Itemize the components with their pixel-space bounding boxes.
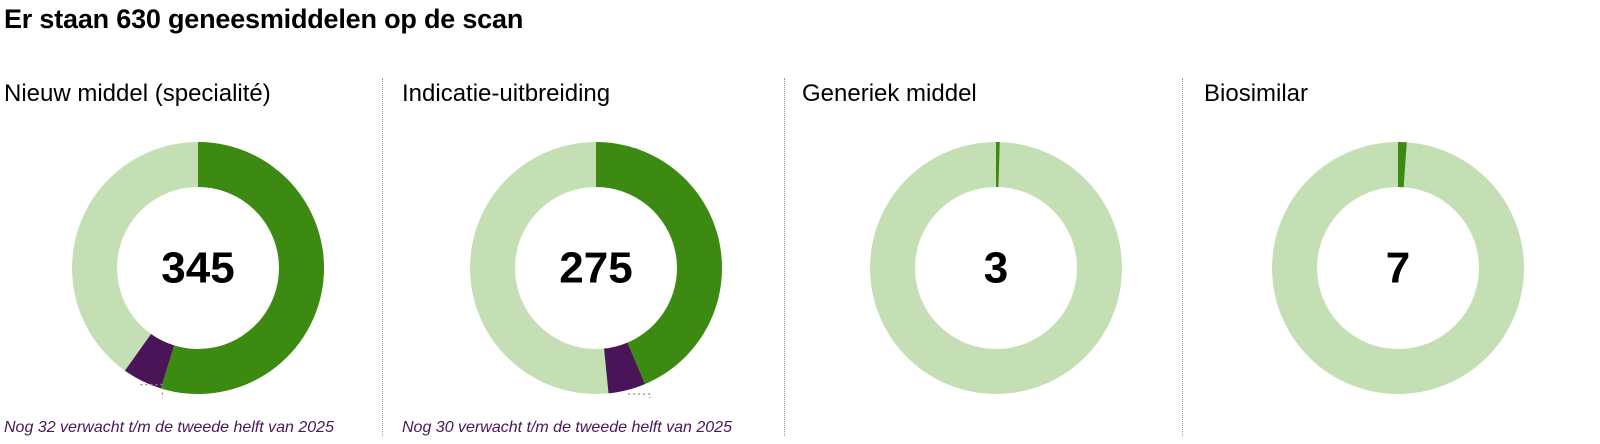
note-leader-line [628, 393, 651, 398]
donut-chart: 275 [470, 142, 722, 398]
panel-title: Indicatie-uitbreiding [402, 80, 611, 107]
donut-chart: 3 [870, 142, 1122, 394]
panel-title: Biosimilar [1204, 80, 1309, 107]
panel-divider [382, 78, 383, 436]
donut-segment-on-scan [1398, 142, 1407, 188]
expected-note: Nog 32 verwacht t/m de tweede helft van … [4, 419, 334, 436]
center-value: 275 [559, 244, 632, 293]
panel-title: Nieuw middel (specialité) [4, 80, 271, 107]
panel-title: Generiek middel [802, 80, 977, 107]
donut-panel-indicatie-uitbreiding: Indicatie-uitbreiding 275 Nog 30 verwach… [398, 0, 778, 444]
donut-chart: 7 [1272, 142, 1524, 394]
donut-panel-biosimilar: Biosimilar 7 [1200, 0, 1580, 444]
center-value: 345 [161, 244, 234, 293]
donut-chart: 345 [72, 142, 325, 398]
panel-divider [1182, 78, 1183, 436]
donut-segment-on-scan [596, 142, 722, 385]
donut-panel-nieuw-middel: Nieuw middel (specialité) 345 Nog 32 ver… [0, 0, 380, 444]
panel-divider [784, 78, 785, 436]
donut-segment-expected [604, 342, 645, 394]
donut-panel-generiek-middel: Generiek middel 3 [798, 0, 1178, 444]
center-value: 3 [984, 244, 1008, 293]
donut-segment-expected [124, 334, 175, 389]
chart-title: Er staan 630 geneesmiddelen op de scan [4, 4, 524, 34]
center-value: 7 [1386, 244, 1410, 293]
expected-note: Nog 30 verwacht t/m de tweede helft van … [402, 419, 732, 436]
note-leader-line [140, 383, 164, 398]
donut-segment-on-scan [160, 142, 325, 394]
donut-segment-on-scan [996, 142, 1000, 188]
